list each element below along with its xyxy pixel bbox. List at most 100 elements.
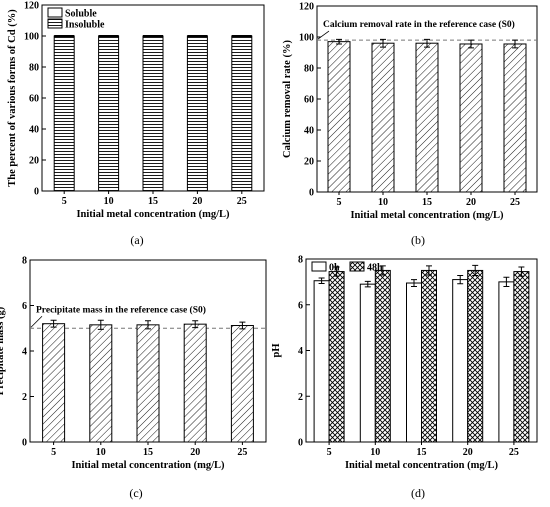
x-tick-label: 15: [143, 447, 153, 458]
x-tick-label: 5: [51, 447, 56, 458]
error-bar-0h-15: [411, 279, 417, 287]
y-tick-label: 60: [304, 95, 314, 106]
y-tick-label: 100: [24, 32, 39, 43]
y-tick-label: 0: [34, 187, 39, 198]
panel-c: 0 2 4 6 8 5 10 15 20 25 Precipitate mass in the re…: [0, 256, 267, 500]
error-bar-48h-5: [333, 266, 340, 277]
error-bar-0h-10: [364, 280, 371, 288]
panel-label: (c): [129, 486, 142, 500]
panel-b: 0 20 40 60 80 100 120 5 10 15 20 25 Calcium removal …: [282, 2, 538, 247]
y-tick-label: 8: [298, 255, 303, 266]
x-tick-label: 5: [62, 196, 67, 207]
reference-arrow: [317, 30, 330, 40]
bar-25: [230, 325, 254, 443]
x-tick-label: 15: [422, 197, 432, 208]
bar-10: [371, 42, 395, 193]
panel-label: (a): [130, 233, 143, 247]
error-bar-20: [192, 320, 199, 329]
bar-0h-10: [359, 283, 376, 443]
x-tick-label: 25: [510, 197, 520, 208]
panel-label: (b): [411, 233, 425, 247]
legend-label-insoluble: Insoluble: [65, 20, 105, 31]
error-bar-10: [380, 38, 386, 48]
error-bar-10: [97, 319, 104, 330]
bar-insoluble-10: [98, 35, 120, 192]
y-axis-label: The percent of various forms of Cd (%): [7, 9, 18, 187]
bar-48h-20: [467, 269, 484, 443]
legend-swatch-insoluble: [47, 18, 63, 29]
error-bar-48h-20: [472, 264, 479, 276]
bar-5: [42, 323, 66, 443]
y-tick-label: 6: [22, 301, 27, 312]
y-tick-label: 0: [309, 188, 314, 199]
y-axis-label: pH: [271, 343, 282, 357]
bar-0h-25: [498, 281, 515, 443]
x-axis-label: Initial metal concentration (mg/L): [350, 210, 504, 221]
x-tick-label: 15: [148, 196, 158, 207]
y-tick-label: 6: [298, 300, 303, 311]
x-tick-label: 10: [378, 197, 388, 208]
x-tick-label: 25: [237, 196, 247, 207]
y-tick-label: 2: [22, 392, 27, 403]
error-bar-20: [468, 39, 474, 49]
y-tick-label: 40: [304, 126, 314, 137]
bar-48h-15: [421, 269, 437, 443]
panel-label: (d): [411, 486, 425, 500]
legend-label-soluble: Soluble: [65, 9, 97, 20]
y-tick-label: 0: [22, 438, 27, 449]
x-tick-label: 10: [104, 196, 114, 207]
error-bar-48h-15: [426, 265, 432, 276]
bar-48h-25: [513, 271, 530, 443]
error-bar-0h-20: [457, 274, 464, 285]
bar-0h-15: [406, 282, 422, 443]
error-bar-0h-5: [318, 277, 325, 284]
bar-insoluble-20: [186, 35, 208, 192]
y-tick-label: 20: [29, 156, 39, 167]
y-tick-label: 100: [299, 33, 314, 44]
y-tick-label: 80: [304, 64, 314, 75]
x-tick-label: 20: [192, 196, 202, 207]
x-tick-label: 20: [463, 447, 473, 458]
y-tick-label: 60: [29, 94, 39, 105]
x-tick-label: 25: [237, 447, 247, 458]
x-tick-label: 5: [327, 447, 332, 458]
legend-swatch-soluble: [47, 7, 63, 18]
x-tick-label: 15: [417, 447, 427, 458]
bar-20: [459, 43, 483, 193]
y-tick-label: 80: [29, 63, 39, 74]
y-tick-label: 4: [298, 346, 303, 357]
panel-d: 0 2 4 6 8 5 10 15 20 25 0h 48h Initial metal concent…: [271, 255, 538, 500]
error-bar-25: [512, 39, 518, 49]
error-bar-15: [145, 320, 151, 330]
bar-48h-5: [328, 271, 345, 443]
bar-insoluble-25: [231, 35, 253, 192]
bar-insoluble-5: [53, 35, 75, 192]
error-bar-0h-25: [503, 276, 510, 287]
x-tick-label: 5: [337, 197, 342, 208]
y-tick-label: 120: [24, 1, 39, 12]
y-tick-label: 8: [22, 256, 27, 267]
y-tick-label: 20: [304, 157, 314, 168]
x-axis-label: Initial metal concentration (mg/L): [71, 460, 225, 471]
bar-48h-10: [374, 269, 391, 443]
x-tick-label: 25: [509, 447, 519, 458]
bar-0h-5: [313, 280, 330, 443]
bar-15: [136, 324, 160, 443]
panel-a: 0 20 40 60 80 100 120 5 10 15 20 25 SolubleInsoluble…: [7, 1, 265, 247]
x-axis-label: Initial metal concentration (mg/L): [345, 460, 499, 471]
bar-insoluble-15: [142, 35, 164, 192]
x-tick-label: 20: [466, 197, 476, 208]
legend-swatch-0h: [311, 261, 327, 272]
bar-10: [89, 324, 113, 443]
x-axis-label: Initial metal concentration (mg/L): [76, 209, 230, 220]
y-axis-label: Precipitate mass (g): [0, 306, 6, 395]
error-bar-25: [239, 321, 246, 330]
bar-20: [183, 323, 207, 443]
legend-label-0h: 0h: [329, 263, 340, 274]
bar-25: [503, 43, 527, 193]
bar-0h-20: [452, 279, 469, 443]
reference-label: Precipitate mass in the reference case (…: [36, 304, 206, 315]
reference-label: Calcium removal rate in the reference ca…: [323, 19, 515, 30]
error-bar-5: [336, 38, 342, 45]
